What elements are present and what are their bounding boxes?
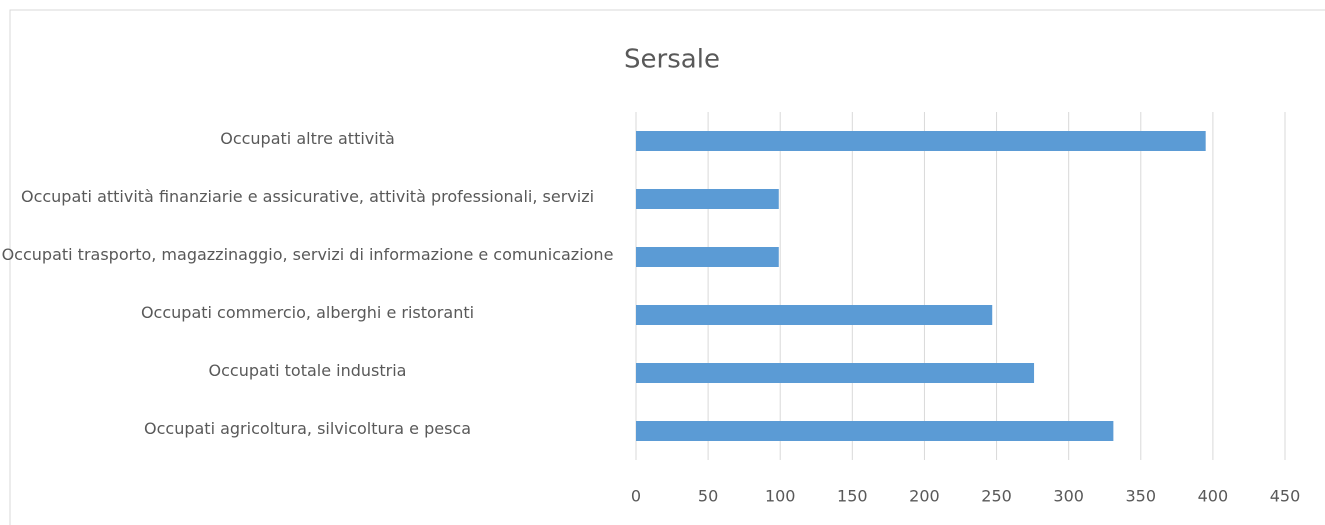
bar xyxy=(636,363,1035,383)
bar xyxy=(636,421,1114,441)
x-tick-label: 450 xyxy=(1270,487,1301,506)
x-tick-label: 0 xyxy=(631,487,641,506)
x-tick-label: 350 xyxy=(1126,487,1157,506)
y-tick-label: Occupati attività finanziarie e assicura… xyxy=(20,187,595,206)
y-tick-label: Occupati totale industria xyxy=(208,361,407,380)
y-tick-label: Occupati trasporto, magazzinaggio, servi… xyxy=(1,245,614,264)
bar xyxy=(636,305,993,325)
bar xyxy=(636,189,779,209)
y-tick-label: Occupati agricoltura, silvicoltura e pes… xyxy=(144,419,471,438)
x-tick-label: 200 xyxy=(909,487,940,506)
x-tick-label: 300 xyxy=(1053,487,1084,506)
x-tick-label: 250 xyxy=(981,487,1012,506)
bar xyxy=(636,247,779,267)
y-tick-label: Occupati commercio, alberghi e ristorant… xyxy=(140,303,475,322)
y-tick-label: Occupati altre attività xyxy=(220,129,395,148)
x-tick-label: 400 xyxy=(1198,487,1229,506)
x-tick-label: 150 xyxy=(837,487,868,506)
chart-title: Sersale xyxy=(624,45,720,75)
bar xyxy=(636,131,1206,151)
x-tick-label: 50 xyxy=(698,487,718,506)
x-tick-label: 100 xyxy=(765,487,796,506)
